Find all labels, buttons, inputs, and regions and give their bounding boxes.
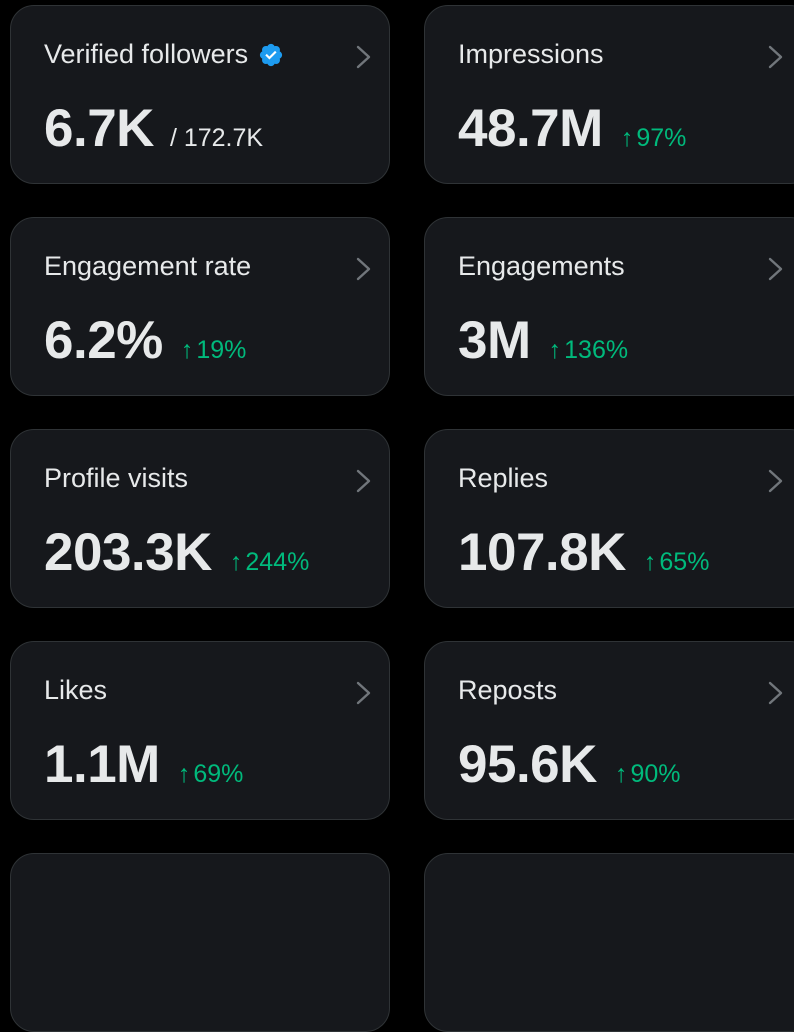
metric-row: 203.3K ↑ 244% <box>44 522 309 583</box>
card-title: Engagement rate <box>44 251 251 282</box>
card-partial[interactable] <box>424 853 794 1032</box>
card-title-text: Engagement rate <box>44 251 252 281</box>
metric-change: ↑ 244% <box>230 548 309 577</box>
card-title-text: Replies <box>458 463 549 493</box>
chevron-right-icon <box>356 257 371 281</box>
card-title: Impressions <box>458 39 604 70</box>
card-title-text: Likes <box>44 675 108 705</box>
metric-row: 95.6K ↑ 90% <box>458 734 680 795</box>
card-likes[interactable]: Likes 1.1M ↑ 69% <box>10 641 390 820</box>
arrow-up-icon: ↑ <box>548 336 562 364</box>
metric-change: ↑ 69% <box>178 760 244 789</box>
card-engagements[interactable]: Engagements 3M ↑ 136% <box>424 217 794 396</box>
metric-value: 1.1M <box>44 735 160 794</box>
chevron-right-icon <box>768 469 783 493</box>
card-impressions[interactable]: Impressions 48.7M ↑ 97% <box>424 5 794 184</box>
verified-badge-icon <box>260 43 283 66</box>
metric-change: ↑ 90% <box>615 760 681 789</box>
change-percent: 136% <box>564 336 629 364</box>
card-title-text: Reposts <box>458 675 558 705</box>
metric-value: 95.6K <box>458 735 597 794</box>
card-title: Engagements <box>458 251 625 282</box>
metric-row: 48.7M ↑ 97% <box>458 98 686 159</box>
change-percent: 69% <box>193 760 244 788</box>
metric-row: 3M ↑ 136% <box>458 310 628 371</box>
chevron-right-icon <box>356 681 371 705</box>
metric-value: 6.7K <box>44 99 154 158</box>
arrow-up-icon: ↑ <box>620 124 634 152</box>
change-percent: 65% <box>659 548 710 576</box>
card-title-text: Engagements <box>458 251 625 281</box>
metric-value: 203.3K <box>44 523 212 582</box>
change-percent: 97% <box>636 124 687 152</box>
card-replies[interactable]: Replies 107.8K ↑ 65% <box>424 429 794 608</box>
card-title: Replies <box>458 463 548 494</box>
metric-row: 6.7K / 172.7K <box>44 98 263 159</box>
metric-row: 1.1M ↑ 69% <box>44 734 243 795</box>
chevron-right-icon <box>356 469 371 493</box>
card-verified-followers[interactable]: Verified followers 6.7K / 172.7K <box>10 5 390 184</box>
card-title: Reposts <box>458 675 557 706</box>
chevron-right-icon <box>768 257 783 281</box>
card-title: Likes <box>44 675 107 706</box>
metric-change: ↑ 65% <box>644 548 710 577</box>
metric-value: 3M <box>458 311 531 370</box>
card-engagement-rate[interactable]: Engagement rate 6.2% ↑ 19% <box>10 217 390 396</box>
arrow-up-icon: ↑ <box>177 760 191 788</box>
change-percent: 244% <box>245 548 310 576</box>
change-percent: 19% <box>196 336 247 364</box>
card-title: Profile visits <box>44 463 188 494</box>
arrow-up-icon: ↑ <box>643 548 657 576</box>
metric-value: 107.8K <box>458 523 626 582</box>
metric-change: ↑ 136% <box>549 336 628 365</box>
metric-change: ↑ 19% <box>181 336 247 365</box>
metric-change: ↑ 97% <box>621 124 687 153</box>
card-title-text: Verified followers <box>44 39 249 69</box>
change-percent: 90% <box>630 760 681 788</box>
metric-total: / 172.7K <box>169 124 264 152</box>
chevron-right-icon <box>768 45 783 69</box>
arrow-up-icon: ↑ <box>614 760 628 788</box>
chevron-right-icon <box>356 45 371 69</box>
card-title-text: Impressions <box>458 39 604 69</box>
arrow-up-icon: ↑ <box>229 548 243 576</box>
chevron-right-icon <box>768 681 783 705</box>
metric-value: 48.7M <box>458 99 603 158</box>
card-title-text: Profile visits <box>44 463 189 493</box>
metric-row: 6.2% ↑ 19% <box>44 310 246 371</box>
card-partial[interactable] <box>10 853 390 1032</box>
metric-row: 107.8K ↑ 65% <box>458 522 709 583</box>
card-profile-visits[interactable]: Profile visits 203.3K ↑ 244% <box>10 429 390 608</box>
card-reposts[interactable]: Reposts 95.6K ↑ 90% <box>424 641 794 820</box>
arrow-up-icon: ↑ <box>180 336 194 364</box>
card-title: Verified followers <box>44 39 284 70</box>
metric-value: 6.2% <box>44 311 163 370</box>
